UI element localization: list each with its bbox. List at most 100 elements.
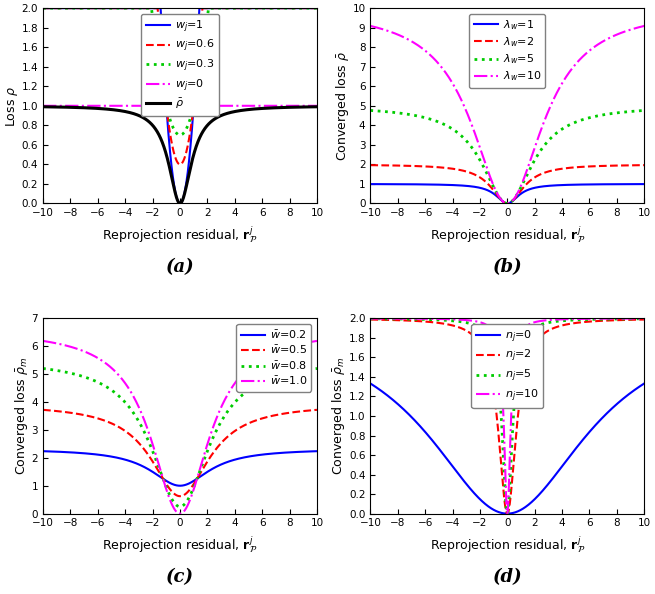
$\lambda_w$=1: [641, 181, 648, 188]
$\bar{w}$=0.2: [86, 450, 94, 457]
Y-axis label: Converged loss $\bar{\rho}$: Converged loss $\bar{\rho}$: [334, 51, 351, 161]
$n_j$=0: [414, 420, 422, 427]
$\lambda_w$=5: [483, 170, 491, 178]
Y-axis label: Converged loss $\bar{\rho}_m$: Converged loss $\bar{\rho}_m$: [13, 357, 30, 475]
Line: $w_j$=0.6: $w_j$=0.6: [43, 8, 317, 165]
$\bar{w}$=0.8: [313, 365, 321, 372]
$n_j$=10: [641, 315, 648, 322]
$\lambda_w$=10: [398, 33, 405, 40]
$w_j$=1: [86, 5, 94, 12]
Text: (a): (a): [166, 258, 195, 276]
$\bar{w}$=1.0: [156, 465, 164, 472]
$n_j$=10: [398, 315, 405, 322]
$w_j$=0.6: [144, 5, 152, 12]
$\bar{w}$=0.5: [308, 407, 316, 414]
$\bar{\rho}$: [39, 103, 47, 110]
$\lambda_w$=1: [366, 181, 374, 188]
$n_j$=0: [635, 383, 643, 390]
$\lambda_w$=1: [605, 181, 613, 188]
$w_j$=0.6: [156, 35, 164, 42]
$\bar{w}$=0.8: [308, 366, 316, 373]
$n_j$=2: [503, 510, 511, 517]
$n_j$=10: [472, 318, 479, 325]
$\bar{\rho}$: [308, 103, 316, 110]
$\lambda_w$=10: [366, 23, 374, 30]
Text: (b): (b): [493, 258, 522, 276]
$n_j$=2: [641, 316, 648, 323]
$\bar{w}$=0.2: [144, 466, 152, 473]
$w_j$=0.6: [313, 5, 321, 12]
$\bar{\rho}$: [176, 200, 184, 207]
$n_j$=5: [472, 322, 479, 329]
$\lambda_w$=1: [472, 184, 479, 191]
$\bar{w}$=0.5: [70, 410, 78, 417]
$w_j$=0.6: [39, 5, 47, 12]
$\lambda_w$=2: [398, 162, 405, 169]
$\lambda_w$=2: [483, 179, 491, 187]
Text: (c): (c): [166, 568, 194, 586]
$\lambda_w$=1: [414, 181, 422, 188]
$\lambda_w$=5: [366, 107, 374, 114]
$n_j$=5: [414, 315, 422, 323]
$w_j$=1: [176, 200, 184, 207]
$\lambda_w$=10: [605, 34, 613, 42]
$\bar{w}$=0.5: [39, 406, 47, 413]
$\lambda_w$=10: [414, 42, 422, 49]
$w_j$=0: [278, 102, 286, 109]
$n_j$=10: [503, 510, 511, 517]
Line: $n_j$=2: $n_j$=2: [370, 320, 645, 514]
$\bar{w}$=0.2: [278, 449, 286, 456]
$w_j$=0.3: [39, 5, 47, 12]
$w_j$=0: [86, 102, 94, 109]
$w_j$=0: [70, 102, 78, 109]
$\bar{w}$=0.2: [39, 448, 47, 455]
$n_j$=0: [503, 510, 511, 517]
$\bar{w}$=0.2: [176, 482, 184, 489]
Line: $\bar{w}$=0.8: $\bar{w}$=0.8: [43, 368, 317, 507]
$\bar{w}$=1.0: [313, 337, 321, 345]
Line: $\lambda_w$=2: $\lambda_w$=2: [370, 165, 645, 203]
$n_j$=2: [366, 316, 374, 323]
Text: (d): (d): [493, 568, 522, 586]
$\lambda_w$=5: [398, 110, 405, 117]
Line: $n_j$=5: $n_j$=5: [370, 319, 645, 514]
$\bar{\rho}$: [156, 133, 164, 140]
$w_j$=0.6: [308, 5, 316, 12]
$n_j$=2: [605, 317, 613, 324]
$\bar{w}$=1.0: [144, 427, 152, 434]
$n_j$=0: [472, 491, 479, 498]
$n_j$=5: [635, 315, 643, 323]
$\lambda_w$=5: [635, 108, 643, 115]
$\lambda_w$=5: [414, 112, 422, 119]
$\bar{w}$=0.2: [313, 448, 321, 455]
$\bar{w}$=0.8: [144, 437, 152, 444]
$w_j$=0: [39, 102, 47, 109]
$w_j$=0: [156, 102, 164, 109]
Legend: $\lambda_w$=1, $\lambda_w$=2, $\lambda_w$=5, $\lambda_w$=10: $\lambda_w$=1, $\lambda_w$=2, $\lambda_w…: [469, 14, 546, 88]
$\lambda_w$=1: [635, 181, 643, 188]
$w_j$=0: [144, 102, 152, 109]
$\lambda_w$=2: [635, 162, 643, 169]
Line: $n_j$=10: $n_j$=10: [370, 318, 645, 514]
$\bar{w}$=0.5: [144, 451, 152, 458]
$w_j$=1: [144, 5, 152, 12]
Line: $\lambda_w$=10: $\lambda_w$=10: [370, 26, 645, 203]
$\bar{w}$=0.8: [176, 503, 184, 510]
$\bar{w}$=0.8: [156, 467, 164, 474]
$\lambda_w$=2: [414, 163, 422, 170]
$n_j$=0: [366, 380, 374, 387]
X-axis label: Reprojection residual, $\mathbf{r}_{\mathcal{P}}^{j}$: Reprojection residual, $\mathbf{r}_{\mat…: [430, 534, 585, 555]
Line: $n_j$=0: $n_j$=0: [370, 384, 645, 514]
$w_j$=0.3: [144, 5, 152, 12]
$\bar{w}$=1.0: [278, 346, 286, 353]
$\lambda_w$=2: [366, 162, 374, 169]
$w_j$=0.3: [176, 131, 184, 138]
$\bar{\rho}$: [144, 118, 152, 125]
$n_j$=2: [472, 334, 479, 342]
$\bar{\rho}$: [278, 104, 286, 111]
$w_j$=0.6: [278, 5, 286, 12]
$\bar{w}$=1.0: [176, 510, 184, 517]
$w_j$=1: [308, 5, 316, 12]
Line: $\bar{w}$=1.0: $\bar{w}$=1.0: [43, 341, 317, 514]
$w_j$=0.3: [86, 5, 94, 12]
